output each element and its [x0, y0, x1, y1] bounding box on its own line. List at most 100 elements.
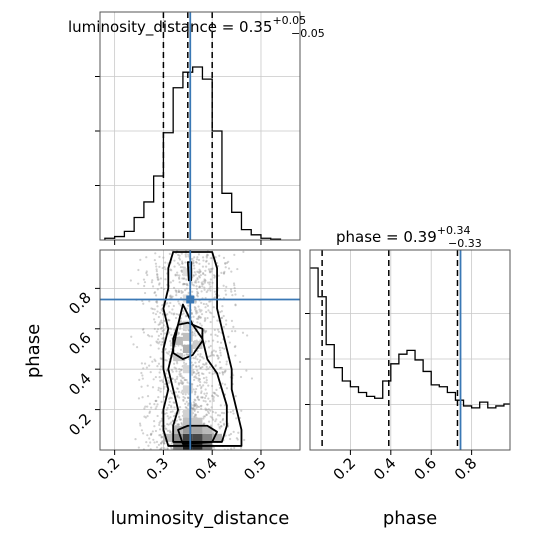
scatter-point: [206, 410, 210, 413]
scatter-point: [159, 311, 162, 314]
scatter-point: [181, 277, 184, 280]
scatter-point: [164, 382, 167, 386]
scatter-point: [183, 378, 186, 382]
scatter-point: [159, 327, 163, 330]
scatter-point: [199, 310, 202, 313]
scatter-point: [158, 371, 161, 374]
scatter-point: [172, 415, 176, 418]
scatter-point: [211, 416, 214, 419]
scatter-point: [211, 353, 214, 356]
scatter-point: [172, 304, 175, 308]
x-axis-label-phase: phase: [383, 508, 437, 529]
scatter-point: [148, 437, 151, 440]
scatter-point: [180, 380, 183, 383]
scatter-point: [174, 345, 177, 348]
scatter-point: [170, 333, 173, 336]
y-axis-label-phase: phase: [23, 324, 44, 378]
scatter-point: [180, 382, 184, 385]
scatter-point: [223, 270, 226, 273]
scatter-point: [194, 300, 198, 303]
scatter-point: [161, 303, 164, 307]
scatter-point: [235, 437, 238, 440]
scatter-point: [155, 446, 159, 449]
scatter-point: [175, 294, 178, 297]
scatter-point: [175, 312, 178, 316]
scatter-point: [202, 363, 205, 366]
scatter-point: [203, 278, 206, 281]
scatter-point: [204, 396, 207, 400]
scatter-point: [160, 436, 163, 439]
scatter-point: [154, 262, 158, 265]
scatter-point: [145, 270, 148, 273]
scatter-point: [160, 319, 163, 322]
scatter-point: [157, 347, 160, 350]
phase-marginal-panel: 0.2 0.4 0.6 0.8: [305, 249, 511, 484]
scatter-point: [192, 315, 195, 318]
scatter-point: [181, 261, 184, 265]
scatter-point: [163, 442, 166, 445]
scatter-point: [206, 304, 209, 307]
scatter-point: [170, 421, 173, 424]
scatter-point: [197, 360, 201, 364]
scatter-point: [144, 416, 147, 419]
scatter-point: [230, 447, 233, 450]
scatter-point: [210, 267, 214, 271]
scatter-point: [177, 423, 180, 426]
scatter-point: [187, 291, 190, 294]
scatter-point: [219, 351, 222, 354]
scatter-point: [195, 261, 198, 264]
scatter-point: [142, 302, 145, 305]
scatter-point: [167, 423, 170, 426]
scatter-point: [195, 376, 198, 380]
scatter-point: [153, 358, 156, 361]
scatter-point: [184, 393, 187, 396]
scatter-point: [182, 312, 185, 315]
scatter-point: [163, 447, 166, 450]
scatter-point: [207, 262, 210, 265]
scatter-point: [167, 417, 170, 420]
scatter-point: [143, 284, 146, 288]
scatter-point: [150, 335, 154, 338]
scatter-point: [159, 321, 162, 324]
scatter-point: [220, 425, 223, 428]
scatter-point: [177, 289, 180, 292]
scatter-point: [209, 257, 212, 260]
scatter-point: [193, 415, 196, 418]
scatter-point: [186, 396, 190, 399]
scatter-point: [203, 286, 206, 289]
scatter-point: [169, 268, 172, 271]
scatter-point: [220, 316, 224, 319]
scatter-point: [156, 278, 159, 281]
scatter-point: [193, 409, 196, 413]
scatter-point: [212, 431, 215, 434]
scatter-point: [196, 256, 199, 259]
scatter-point: [196, 311, 199, 314]
scatter-point: [224, 289, 227, 292]
scatter-point: [149, 433, 153, 436]
scatter-point: [145, 256, 148, 259]
scatter-point: [199, 274, 202, 277]
x-tick-label: 0.2: [330, 454, 360, 484]
scatter-point: [155, 268, 158, 271]
scatter-point: [176, 394, 179, 397]
scatter-point: [156, 338, 160, 341]
scatter-point: [207, 384, 210, 387]
scatter-point: [171, 308, 174, 311]
scatter-point: [176, 387, 179, 390]
scatter-point: [191, 383, 194, 386]
scatter-point: [166, 302, 169, 305]
scatter-point: [217, 357, 220, 360]
scatter-point: [192, 388, 195, 391]
scatter-point: [198, 315, 201, 318]
scatter-point: [194, 361, 197, 364]
scatter-point: [205, 303, 208, 306]
scatter-point: [185, 353, 188, 356]
scatter-point: [170, 368, 173, 372]
scatter-point: [194, 399, 197, 402]
density-cell: [173, 433, 183, 442]
scatter-point: [146, 415, 149, 418]
scatter-point: [224, 434, 227, 437]
scatter-point: [177, 300, 180, 303]
scatter-point: [229, 410, 232, 414]
scatter-point: [213, 328, 216, 332]
